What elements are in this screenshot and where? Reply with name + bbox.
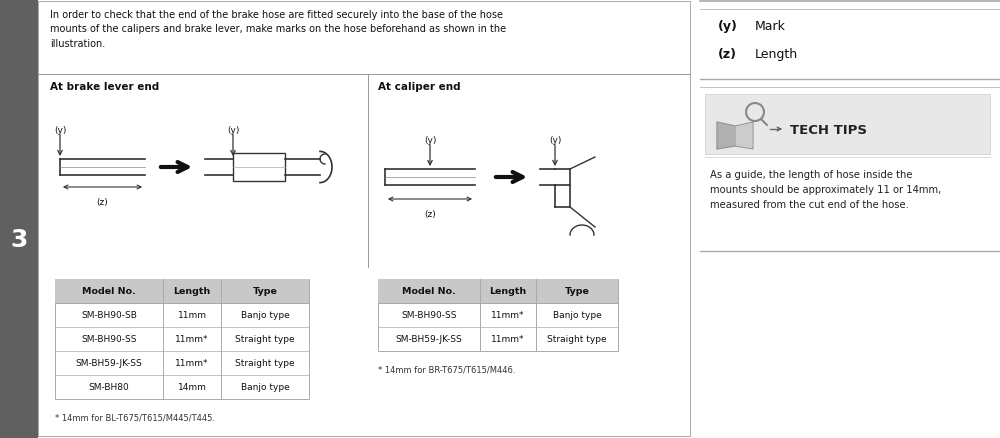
Bar bbox=[233, 154, 285, 182]
Text: 11mm: 11mm bbox=[178, 311, 207, 320]
Text: Length: Length bbox=[755, 48, 798, 61]
Text: Straight type: Straight type bbox=[235, 359, 295, 367]
Text: * 14mm for BL-T675/T615/M445/T445.: * 14mm for BL-T675/T615/M445/T445. bbox=[55, 413, 215, 422]
Text: SM-BH90-SB: SM-BH90-SB bbox=[81, 311, 137, 320]
Text: 3: 3 bbox=[10, 227, 28, 251]
Text: * 14mm for BR-T675/T615/M446.: * 14mm for BR-T675/T615/M446. bbox=[378, 365, 516, 374]
Bar bbox=[0, 0, 38, 438]
Text: Model No.: Model No. bbox=[402, 287, 456, 296]
Polygon shape bbox=[717, 123, 735, 150]
Text: Type: Type bbox=[253, 287, 277, 296]
Text: 11mm*: 11mm* bbox=[175, 359, 209, 367]
Text: TECH TIPS: TECH TIPS bbox=[790, 123, 867, 136]
Bar bbox=[705, 95, 990, 155]
Text: Type: Type bbox=[565, 287, 589, 296]
Bar bbox=[378, 279, 618, 303]
Text: In order to check that the end of the brake hose are fitted securely into the ba: In order to check that the end of the br… bbox=[50, 10, 506, 49]
Text: 11mm*: 11mm* bbox=[491, 311, 525, 320]
Text: SM-BH90-SS: SM-BH90-SS bbox=[81, 335, 137, 344]
Text: SM-BH80: SM-BH80 bbox=[89, 383, 129, 392]
Bar bbox=[55, 279, 309, 303]
Text: Banjo type: Banjo type bbox=[241, 383, 289, 392]
Text: (z): (z) bbox=[96, 198, 108, 207]
Text: (z): (z) bbox=[424, 209, 436, 219]
Text: Model No.: Model No. bbox=[82, 287, 136, 296]
Text: Banjo type: Banjo type bbox=[553, 311, 601, 320]
Text: (z): (z) bbox=[718, 48, 737, 61]
Text: Length: Length bbox=[489, 287, 527, 296]
Text: At brake lever end: At brake lever end bbox=[50, 82, 159, 92]
Text: 11mm*: 11mm* bbox=[175, 335, 209, 344]
Bar bbox=[378, 279, 618, 351]
Text: Length: Length bbox=[173, 287, 211, 296]
Text: (y): (y) bbox=[718, 20, 738, 33]
Text: 11mm*: 11mm* bbox=[491, 335, 525, 344]
Text: Straight type: Straight type bbox=[235, 335, 295, 344]
Polygon shape bbox=[735, 123, 753, 150]
Text: Straight type: Straight type bbox=[547, 335, 607, 344]
Text: Banjo type: Banjo type bbox=[241, 311, 289, 320]
Text: Mark: Mark bbox=[755, 20, 786, 33]
Text: SM-BH90-SS: SM-BH90-SS bbox=[401, 311, 457, 320]
Bar bbox=[38, 2, 690, 436]
Text: (y): (y) bbox=[227, 126, 239, 135]
Text: At caliper end: At caliper end bbox=[378, 82, 461, 92]
Text: SM-BH59-JK-SS: SM-BH59-JK-SS bbox=[76, 359, 142, 367]
Text: As a guide, the length of hose inside the
mounts should be approximately 11 or 1: As a guide, the length of hose inside th… bbox=[710, 170, 941, 209]
Text: SM-BH59-JK-SS: SM-BH59-JK-SS bbox=[396, 335, 462, 344]
Text: 14mm: 14mm bbox=[178, 383, 206, 392]
Text: (y): (y) bbox=[549, 136, 561, 145]
Text: (y): (y) bbox=[54, 126, 66, 135]
Text: (y): (y) bbox=[424, 136, 436, 145]
Bar bbox=[55, 279, 309, 399]
